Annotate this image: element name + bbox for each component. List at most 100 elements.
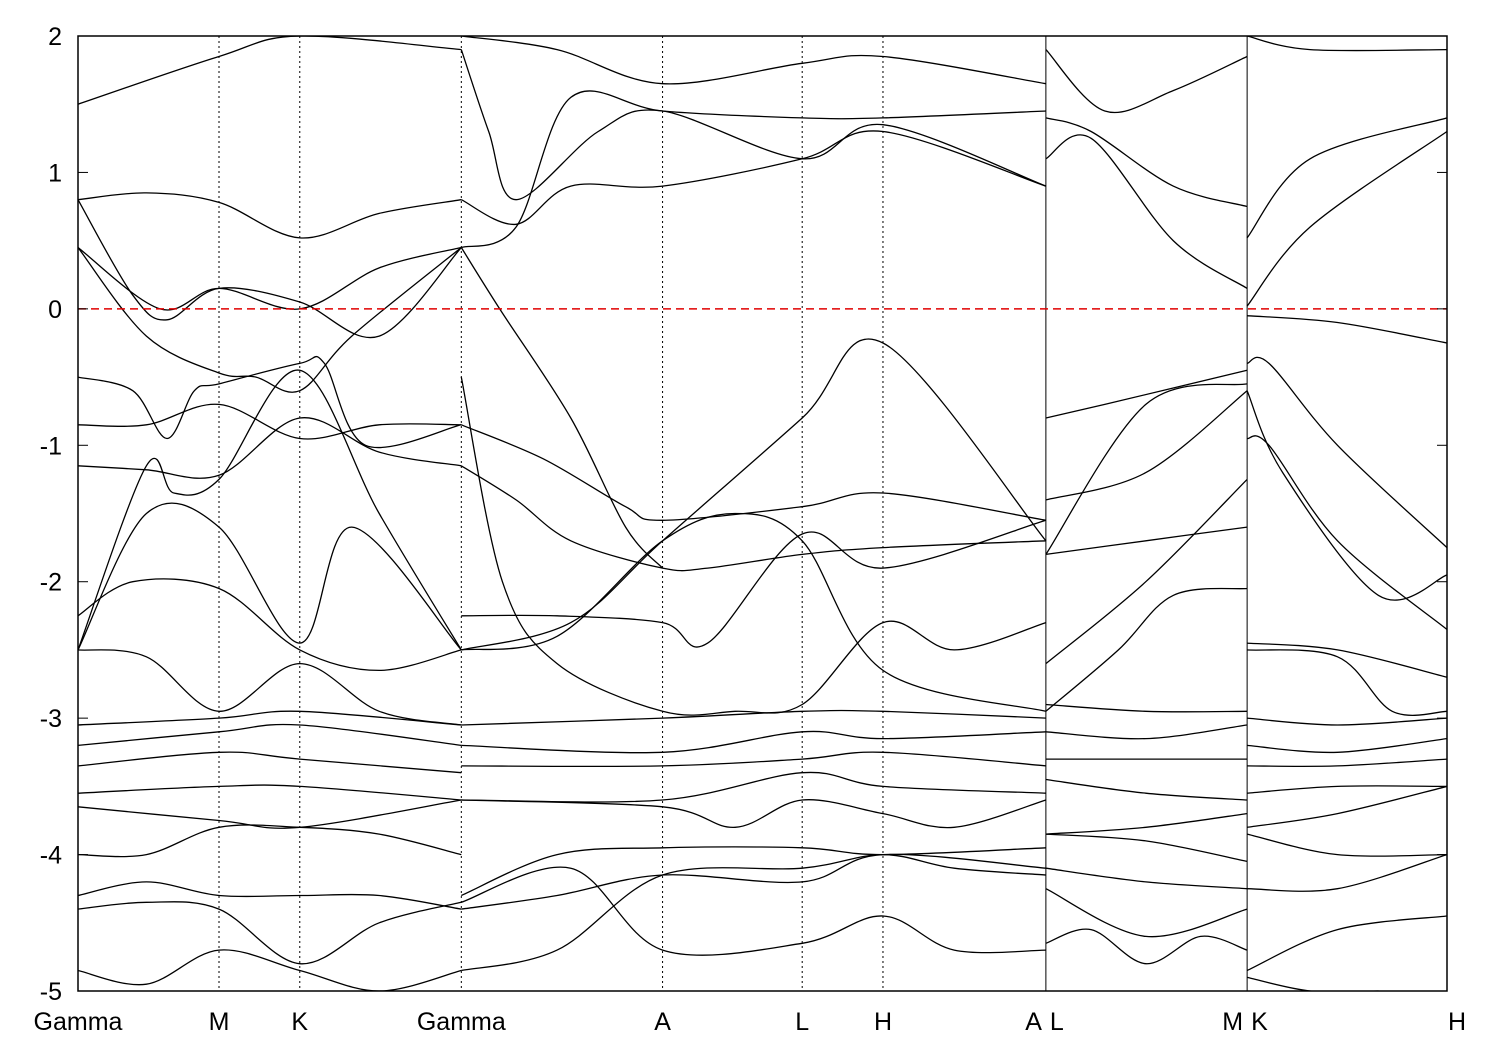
band-line-3 [78,246,462,311]
band-line-34 [461,730,1046,754]
band-lines [78,36,1447,991]
band-line-24 [460,49,1047,201]
band-line-19 [78,901,462,965]
band-line-60 [1246,117,1447,239]
band-line-51 [1045,703,1248,713]
band-line-77 [1246,976,1379,991]
band-line-6 [78,403,462,440]
band-line-37 [461,799,1047,829]
y-tick-label: -2 [40,569,62,597]
band-line-38 [461,846,1046,897]
y-tick-label: 2 [48,23,62,51]
band-line-36 [461,771,1046,803]
band-line-56 [1045,867,1248,890]
x-tick-label: A [654,1008,671,1036]
band-line-65 [1246,435,1447,631]
band-line-57 [1045,833,1248,863]
band-line-15 [78,784,462,801]
y-tick-label: 0 [48,296,62,324]
band-line-49 [1045,526,1248,556]
x-tick-label: H [1448,1008,1466,1036]
band-line-5 [78,355,462,449]
band-line-72 [1247,785,1447,794]
band-line-11 [78,649,462,726]
y-tick-label: -3 [40,705,62,733]
band-line-76 [1246,915,1447,972]
x-tick-label: H [874,1008,892,1036]
kpoint-gridlines [218,36,1248,991]
band-line-48 [1045,478,1248,665]
band-line-43 [1045,117,1248,208]
band-line-35 [461,751,1046,768]
band-line-16 [78,799,462,829]
band-line-21 [78,36,462,105]
y-tick-label: -1 [40,432,62,460]
plot-frame [77,35,1448,992]
y-tick-label: -5 [40,978,62,1006]
band-line-17 [78,824,462,858]
band-line-27 [461,424,1047,521]
band-line-44 [1045,49,1248,114]
band-line-59 [1045,888,1248,938]
band-line-33 [461,709,1046,726]
band-line-23 [461,90,1046,249]
band-line-30 [461,338,1047,651]
band-line-1 [78,192,462,239]
band-line-22 [461,130,1047,225]
band-line-55 [1045,812,1248,835]
x-tick-label: A [1025,1008,1042,1036]
band-line-40 [461,853,1046,972]
x-tick-label: L [1050,1008,1064,1036]
x-axis-ticks: Gamma M K Gamma A L H A L M K H [34,1008,1466,1036]
band-line-20 [78,949,462,991]
band-line-73 [1247,785,1447,828]
band-line-47 [1045,390,1248,501]
band-line-7 [78,417,462,479]
band-line-12 [78,710,462,726]
band-line-18 [78,881,462,910]
band-line-61 [1246,130,1447,307]
band-line-63 [1247,315,1447,344]
x-tick-label: K [1251,1008,1268,1036]
x-tick-label: K [291,1008,308,1036]
band-line-54 [1045,778,1248,801]
x-tick-label: Gamma [417,1008,506,1036]
y-tick-label: 1 [48,159,62,187]
band-line-29 [460,376,1047,716]
band-line-25 [461,36,1047,85]
band-line-2 [78,246,462,393]
band-line-50 [1045,587,1248,712]
band-line-67 [1247,642,1447,678]
band-line-74 [1246,833,1447,857]
x-tick-label: M [1222,1008,1243,1036]
x-tick-label: Gamma [34,1008,123,1036]
band-line-28 [460,465,1046,572]
band-line-41 [461,866,1046,956]
band-line-14 [78,751,462,774]
band-line-66 [1246,390,1447,601]
band-line-62 [1246,36,1447,52]
band-line-39 [461,853,1046,910]
band-line-8 [78,369,462,651]
band-line-42 [1045,134,1248,289]
x-tick-label: M [209,1008,230,1036]
band-line-64 [1246,356,1447,549]
band-line-52 [1045,724,1248,740]
band-line-45 [1045,369,1248,419]
band-line-13 [78,723,462,747]
band-line-26 [460,247,664,569]
band-line-69 [1247,717,1447,726]
band-line-70 [1247,737,1447,754]
band-line-4 [78,199,462,339]
band-line-9 [78,502,462,651]
band-line-32 [461,512,1047,712]
band-line-31 [461,519,1047,648]
y-axis-ticks: 2 1 0 -1 -2 -3 -4 -5 [40,23,1447,1006]
y-tick-label: -4 [40,842,62,870]
band-line-46 [1045,383,1248,555]
band-line-58 [1045,928,1248,965]
band-line-75 [1247,853,1447,892]
x-tick-label: L [795,1008,809,1036]
band-line-10 [78,578,462,672]
